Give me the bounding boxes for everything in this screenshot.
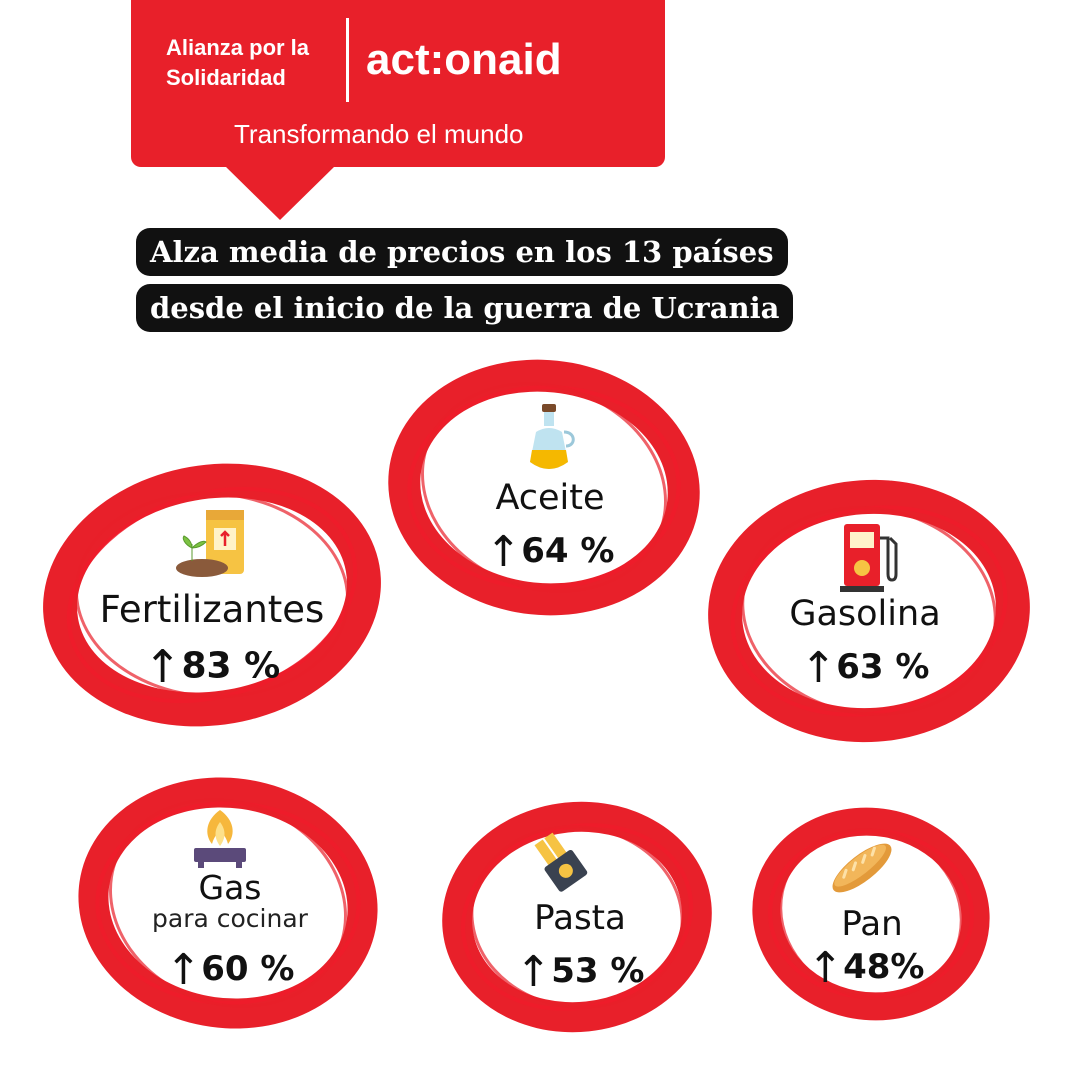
org-name-line1: Alianza por la xyxy=(166,35,310,60)
label-pasta: Pasta xyxy=(534,898,626,938)
arrow-up-icon: ↑ xyxy=(800,644,837,693)
value-aceite-text: 64 % xyxy=(521,530,615,571)
label-aceite: Aceite xyxy=(495,478,605,518)
value-fertilizantes: ↑83 % xyxy=(62,640,362,693)
tagline: Transformando el mundo xyxy=(234,119,524,149)
fuel-pump-icon xyxy=(840,524,898,592)
value-gas-text: 60 % xyxy=(201,948,295,989)
banner-pointer xyxy=(225,166,335,220)
arrow-up-icon: ↑ xyxy=(807,944,844,993)
label-fertilizantes: Fertilizantes xyxy=(99,588,325,631)
org-name: Alianza por la Solidaridad xyxy=(166,33,346,93)
arrow-up-icon: ↑ xyxy=(515,948,552,997)
arrow-up-icon: ↑ xyxy=(485,528,522,577)
item-pasta: Pasta ↑53 % xyxy=(440,830,720,1010)
title-line-2: desde el inicio de la guerra de Ucrania xyxy=(136,284,794,332)
value-pan: ↑48% xyxy=(740,944,992,993)
value-pasta: ↑53 % xyxy=(440,948,720,997)
bread-icon xyxy=(832,843,892,893)
label-pan: Pan xyxy=(841,904,903,944)
item-aceite: Aceite ↑64 % xyxy=(400,400,700,590)
item-gas: Gas para cocinar ↑60 % xyxy=(80,800,380,1000)
value-aceite: ↑64 % xyxy=(400,528,700,577)
value-gasolina: ↑63 % xyxy=(710,644,1020,693)
header-banner xyxy=(131,0,665,167)
org-name-line2: Solidaridad xyxy=(166,65,286,90)
value-gas: ↑60 % xyxy=(80,946,380,995)
gas-stove-icon xyxy=(194,810,246,868)
banner-divider xyxy=(346,18,349,102)
item-gasolina: Gasolina ↑63 % xyxy=(710,516,1020,716)
label-gasolina: Gasolina xyxy=(789,594,941,634)
value-gasolina-text: 63 % xyxy=(836,646,930,687)
sublabel-gas: para cocinar xyxy=(152,904,308,933)
brand-logo: act:onaid xyxy=(366,35,562,84)
value-pasta-text: 53 % xyxy=(551,950,645,991)
arrow-up-icon: ↑ xyxy=(165,946,202,995)
fertilizer-sack-icon xyxy=(176,510,244,577)
pasta-pack-icon xyxy=(534,832,588,892)
oil-bottle-icon xyxy=(530,404,575,469)
arrow-up-icon: ↑ xyxy=(143,640,182,693)
value-pan-text: 48% xyxy=(843,946,925,987)
item-fertilizantes: Fertilizantes ↑83 % xyxy=(62,500,362,700)
title-line-1: Alza media de precios en los 13 países xyxy=(136,228,788,276)
item-pan: Pan ↑48% xyxy=(752,836,992,1006)
label-gas: Gas xyxy=(198,868,262,907)
value-fertilizantes-text: 83 % xyxy=(181,645,281,687)
